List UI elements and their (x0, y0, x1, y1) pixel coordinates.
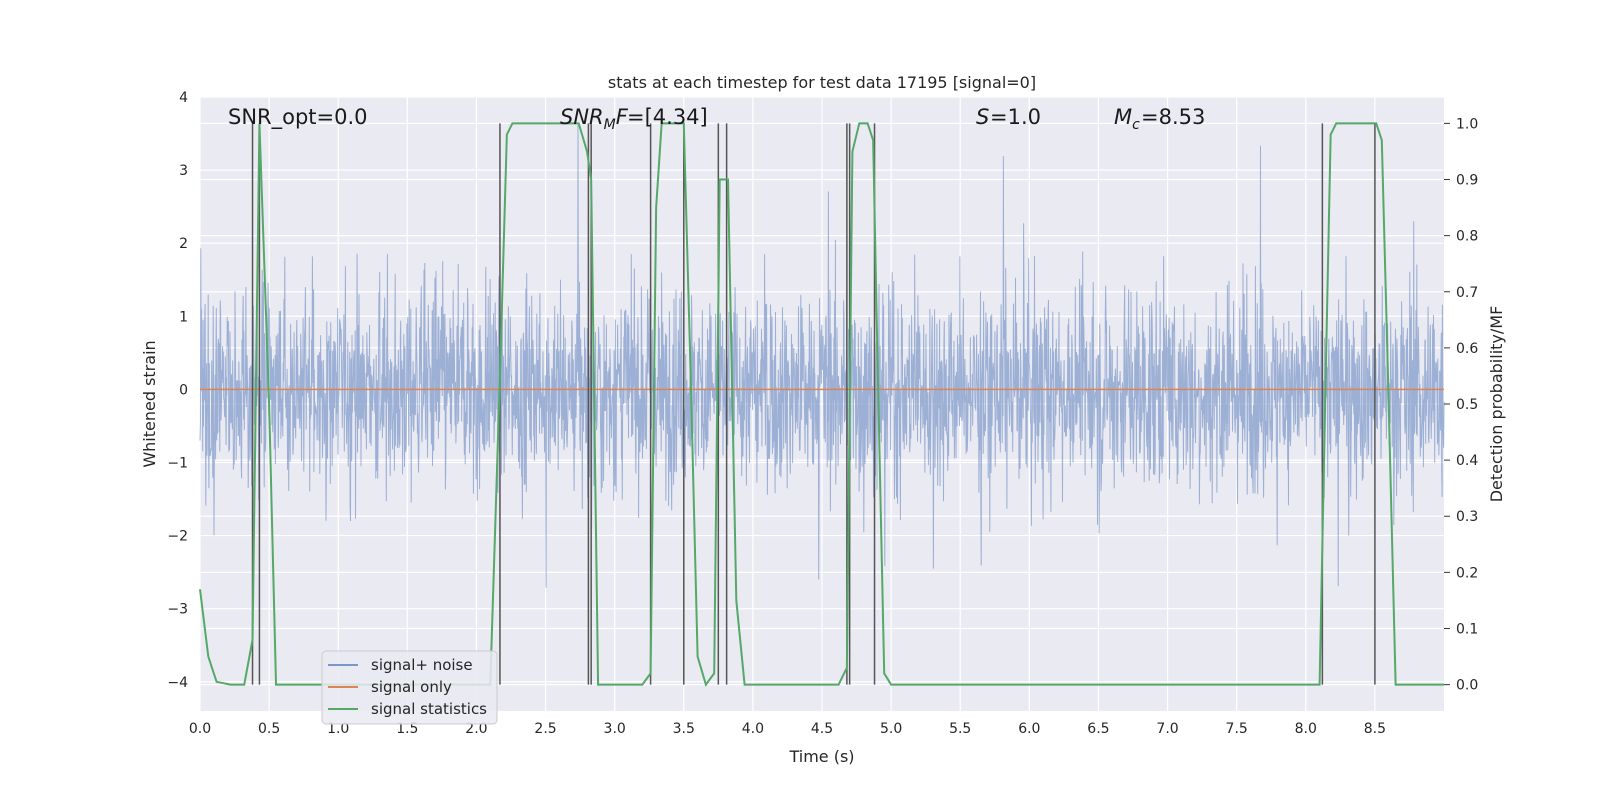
detection-vertical-lines (251, 123, 1376, 685)
y2-tick-labels: 1.0 0.9 0.8 0.7 0.6 0.5 0.4 0.3 0.2 0.1 0.0 (1444, 116, 1478, 694)
y2-tick-label: 0.5 (1456, 397, 1478, 413)
annotation-snr-mf-label: SNRMF (560, 105, 629, 133)
y-tick-labels: 4 3 2 1 0 −1 −2 −3 −4 (167, 90, 188, 691)
annotation-mc: =8.53 (1141, 105, 1205, 129)
y2-tick-label: 0.7 (1456, 285, 1478, 301)
legend-label-signal: signal only (371, 678, 452, 696)
x-axis-label: Time (s) (788, 747, 854, 766)
y-tick-label: 1 (179, 309, 188, 325)
x-tick-label: 7.5 (1226, 721, 1248, 737)
chart-title: stats at each timestep for test data 171… (608, 73, 1036, 92)
grid (199, 96, 1444, 711)
x-tick-label: 5.0 (880, 721, 902, 737)
y2-tick-label: 1.0 (1456, 116, 1478, 132)
y-tick-label: −4 (167, 675, 188, 691)
y-tick-label: −3 (167, 602, 188, 618)
annotation-mc-label: Mc (1114, 105, 1140, 133)
x-tick-label: 8.5 (1364, 721, 1386, 737)
y-tick-label: −1 (167, 455, 188, 471)
x-tick-label: 0.0 (189, 721, 211, 737)
y-tick-label: 0 (179, 382, 188, 398)
y2-tick-label: 0.1 (1456, 621, 1478, 637)
y-tick-label: 2 (179, 236, 188, 252)
y2-tick-label: 0.4 (1456, 453, 1478, 469)
annotation-snr-mf: =[4.34] (627, 105, 708, 129)
y2-tick-label: 0.6 (1456, 341, 1478, 357)
x-tick-label: 2.0 (465, 721, 487, 737)
x-tick-label: 2.5 (534, 721, 556, 737)
y-tick-label: 3 (179, 163, 188, 179)
y-tick-label: 4 (179, 90, 188, 106)
x-tick-label: 3.0 (604, 721, 626, 737)
x-tick-label: 3.5 (673, 721, 695, 737)
y-axis-label: Whitened strain (140, 340, 159, 467)
x-tick-label: 1.5 (396, 721, 418, 737)
y2-tick-label: 0.2 (1456, 565, 1478, 581)
x-tick-label: 0.5 (258, 721, 280, 737)
x-tick-label: 4.0 (742, 721, 764, 737)
legend-label-noise: signal+ noise (371, 656, 473, 674)
x-tick-labels: 0.0 0.5 1.0 1.5 2.0 2.5 3.0 3.5 4.0 4.5 5.0 5.5 6.0 6… (189, 721, 1386, 737)
annotation-snr-opt: SNR_opt=0.0 (228, 105, 368, 130)
signal-noise-series (199, 124, 1445, 588)
noise-line (199, 124, 1445, 588)
x-tick-label: 7.0 (1156, 721, 1178, 737)
y-tick-label: −2 (167, 529, 188, 545)
annotation-s-label: S (976, 105, 989, 129)
y2-tick-label: 0.8 (1456, 229, 1478, 245)
x-tick-label: 5.5 (949, 721, 971, 737)
y2-tick-label: 0.9 (1456, 173, 1478, 189)
y2-tick-label: 0.0 (1456, 678, 1478, 694)
x-tick-label: 1.0 (327, 721, 349, 737)
annotation-s: =1.0 (990, 105, 1041, 129)
x-tick-label: 6.0 (1018, 721, 1040, 737)
legend-label-stats: signal statistics (371, 700, 487, 718)
y2-axis-label: Detection probability/MF (1487, 306, 1506, 503)
x-tick-label: 6.5 (1087, 721, 1109, 737)
legend-box (321, 650, 498, 725)
y2-tick-label: 0.3 (1456, 509, 1478, 525)
legend: signal+ noise signal only signal statist… (321, 650, 498, 725)
x-tick-label: 8.0 (1295, 721, 1317, 737)
x-tick-label: 4.5 (811, 721, 833, 737)
